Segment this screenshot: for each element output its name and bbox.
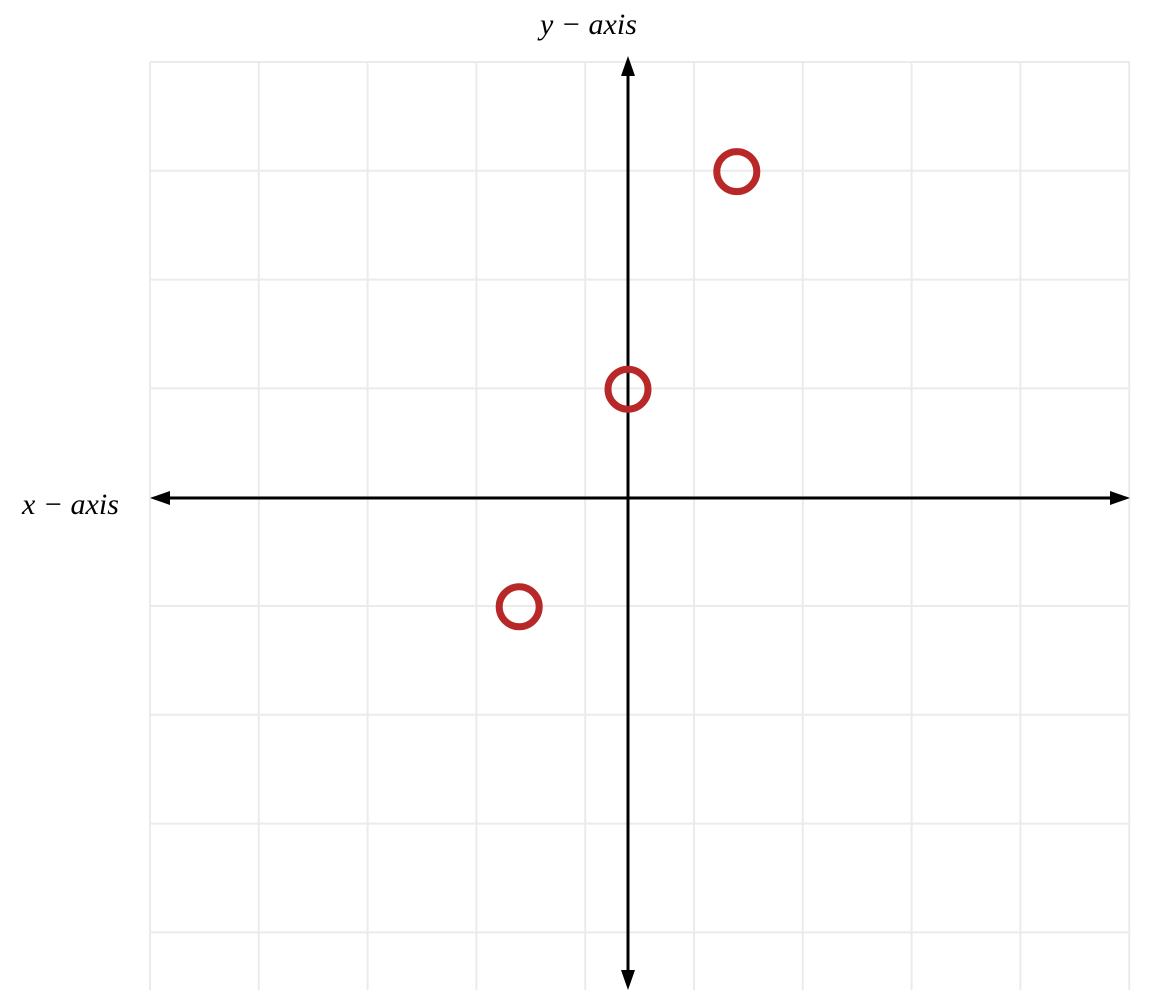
y-axis-label: y − axis [540, 8, 637, 42]
chart-svg [0, 0, 1160, 1004]
x-axis-arrow-left [150, 491, 170, 505]
y-axis-arrow-up [621, 56, 635, 76]
x-axis-label: x − axis [22, 488, 119, 522]
coordinate-plane-chart: y − axis x − axis [0, 0, 1160, 1004]
x-axis-arrow-right [1110, 491, 1130, 505]
y-axis-arrow-down [621, 970, 635, 990]
